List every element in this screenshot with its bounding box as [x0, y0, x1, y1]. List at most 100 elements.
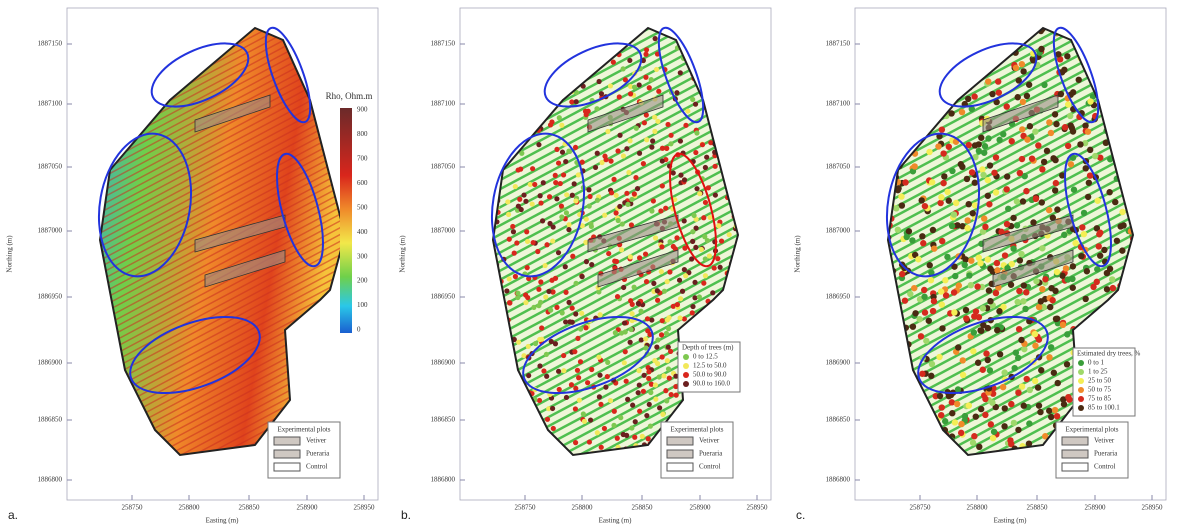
tree-point [1114, 238, 1120, 244]
tree-point [1096, 231, 1102, 237]
x-tick-label: 258850 [239, 504, 261, 512]
tree-point [959, 164, 965, 170]
tree-point [629, 327, 634, 332]
tree-point [642, 120, 647, 125]
tree-point [1010, 246, 1016, 252]
tree-point [606, 251, 611, 256]
tree-point [570, 254, 575, 259]
tree-point [553, 341, 558, 346]
class-label: 85 to 100.1 [1088, 404, 1120, 412]
tree-point [665, 358, 670, 363]
tree-point [637, 409, 642, 414]
class-label: 90.0 to 160.0 [693, 380, 730, 388]
tree-point [1082, 296, 1088, 302]
y-tick-label: 1887100 [826, 100, 851, 108]
x-tick-label: 258850 [632, 504, 654, 512]
tree-point [1087, 147, 1093, 153]
tree-point [543, 294, 548, 299]
tree-point [712, 265, 717, 270]
tree-point [674, 393, 679, 398]
colorbar-tick-label: 400 [357, 228, 368, 236]
tree-point [665, 279, 670, 284]
tree-point [587, 439, 592, 444]
tree-point [989, 91, 995, 97]
tree-point [587, 204, 592, 209]
tree-point [973, 308, 979, 314]
y-tick-label: 1887050 [38, 163, 63, 171]
tree-point [530, 201, 535, 206]
tree-point [980, 305, 986, 311]
class-swatch [1078, 369, 1084, 375]
tree-point [1058, 91, 1064, 97]
tree-point [916, 316, 922, 322]
tree-point [929, 179, 935, 185]
tree-point [525, 239, 530, 244]
tree-point [1016, 288, 1022, 294]
tree-point [1052, 111, 1058, 117]
tree-point [1036, 402, 1042, 408]
tree-point [909, 237, 915, 243]
tree-point [928, 373, 934, 379]
colorbar-tick-label: 600 [357, 179, 368, 187]
tree-point [995, 78, 1001, 84]
tree-point [655, 337, 660, 342]
tree-point [1033, 278, 1039, 284]
tree-point [703, 273, 708, 278]
tree-point [951, 309, 957, 315]
class-label: 0 to 1 [1088, 359, 1104, 367]
tree-point [553, 276, 558, 281]
tree-point [561, 368, 566, 373]
tree-point [1014, 299, 1020, 305]
tree-point [586, 187, 591, 192]
tree-point [652, 115, 657, 120]
tree-point [1014, 198, 1020, 204]
y-axis-title: Northing (m) [399, 235, 407, 273]
tree-point [941, 173, 947, 179]
tree-point [664, 331, 669, 336]
tree-point [644, 137, 649, 142]
tree-point [937, 393, 943, 399]
tree-point [537, 398, 542, 403]
tree-point [912, 310, 918, 316]
tree-point [1026, 82, 1032, 88]
tree-point [637, 382, 642, 387]
legend-label: Pueraria [699, 450, 723, 458]
tree-point [633, 419, 638, 424]
tree-point [976, 141, 982, 147]
tree-point [629, 197, 634, 202]
tree-point [936, 354, 942, 360]
tree-point [528, 182, 533, 187]
tree-point [547, 194, 552, 199]
tree-point [1119, 247, 1125, 253]
tree-point [666, 326, 671, 331]
tree-point [649, 145, 654, 150]
tree-point [636, 368, 641, 373]
tree-point [637, 151, 642, 156]
tree-point [575, 336, 580, 341]
tree-point [525, 295, 530, 300]
panel-label: c. [796, 508, 805, 522]
legend-swatch [274, 450, 300, 458]
tree-point [956, 282, 962, 288]
tree-point [1004, 103, 1010, 109]
tree-point [910, 323, 916, 329]
tree-point [946, 144, 952, 150]
colorbar-tick-label: 100 [357, 301, 368, 309]
tree-point [1019, 126, 1025, 132]
tree-point [935, 143, 941, 149]
tree-point [1068, 161, 1074, 167]
tree-point [985, 78, 991, 84]
tree-point [940, 180, 946, 186]
tree-point [1054, 269, 1060, 275]
tree-point [943, 292, 949, 298]
tree-point [646, 369, 651, 374]
tree-point [955, 344, 961, 350]
tree-point [617, 133, 622, 138]
tree-point [655, 288, 660, 293]
tree-point [981, 215, 987, 221]
class-legend-title: Estimated dry trees, % [1077, 350, 1141, 358]
tree-point [1072, 240, 1078, 246]
tree-point [614, 193, 619, 198]
tree-point [971, 433, 977, 439]
tree-point [514, 240, 519, 245]
